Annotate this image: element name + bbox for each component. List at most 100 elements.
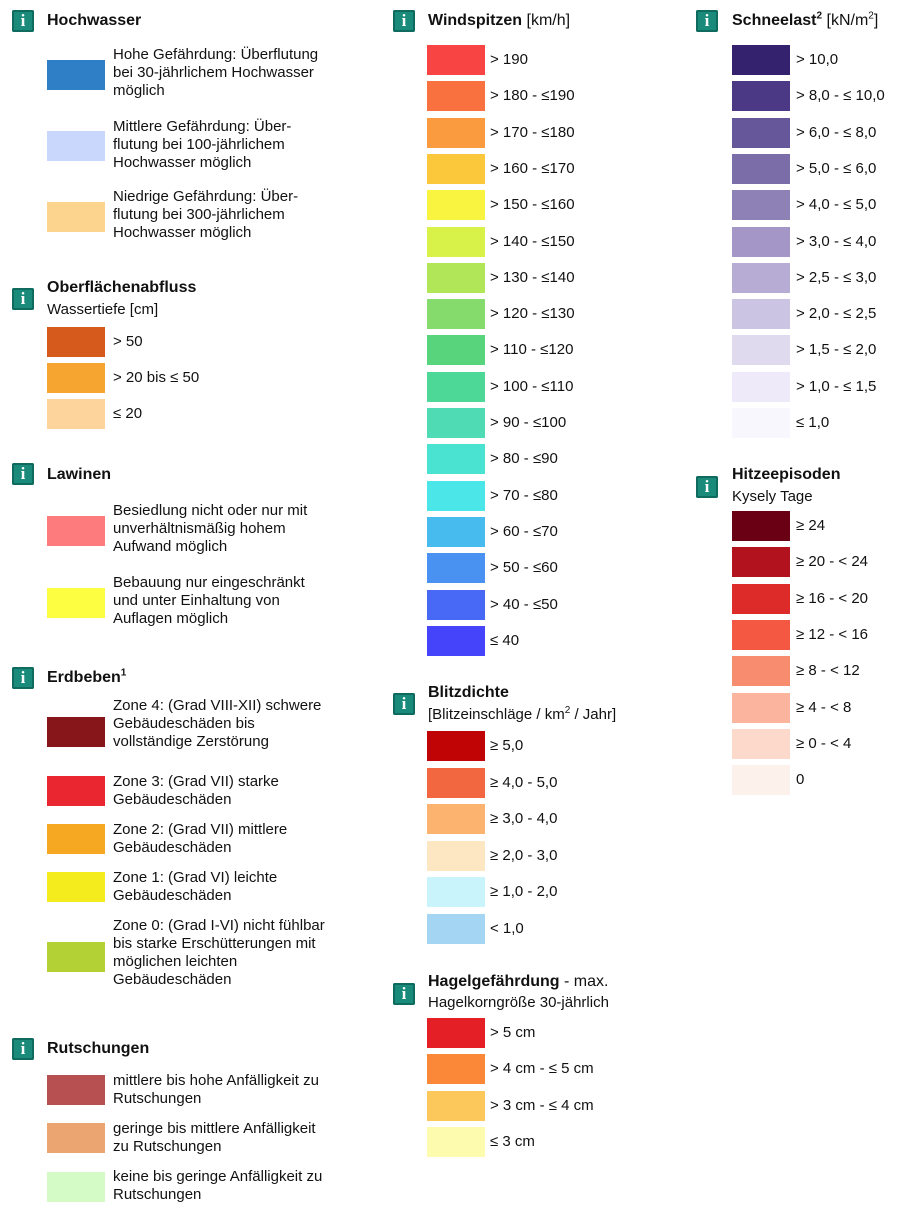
legend-label: Zone 2: (Grad VII) mittlere Gebäudeschäde… <box>113 821 288 856</box>
info-icon[interactable] <box>696 476 718 498</box>
info-icon[interactable] <box>696 10 718 32</box>
legend-label: > 110 - ≤120 <box>490 341 574 359</box>
legend-swatch <box>732 692 790 723</box>
info-icon[interactable] <box>12 667 34 689</box>
info-icon[interactable] <box>12 288 34 310</box>
legend-swatch <box>47 824 105 854</box>
legend-label: 0 <box>796 771 805 789</box>
legend-label: Mittlere Gefährdung: Über-flutung bei 10… <box>113 118 292 171</box>
legend-label: > 3,0 - ≤ 4,0 <box>796 232 877 250</box>
legend-swatch <box>427 804 485 835</box>
legend-label: ≥ 8 - < 12 <box>796 662 860 680</box>
legend-title: Hagelgefährdung - max. <box>428 973 609 990</box>
legend-swatch <box>47 202 105 232</box>
legend-swatch <box>732 226 790 257</box>
legend-label: > 1,5 - ≤ 2,0 <box>796 341 877 359</box>
legend-swatch <box>732 262 790 293</box>
legend-label: mittlere bis hohe Anfälligkeit zu Rutschu… <box>113 1072 319 1107</box>
legend-swatch <box>427 1054 485 1085</box>
legend-label: Bebauung nur eingeschränkt und unter Einh… <box>113 574 305 627</box>
legend-swatch <box>47 776 105 806</box>
legend-swatch <box>47 1172 105 1202</box>
legend-swatch <box>427 914 485 944</box>
legend-label: ≥ 20 - < 24 <box>796 553 869 571</box>
legend-label: > 2,5 - ≤ 3,0 <box>796 268 877 286</box>
legend-swatch <box>427 1126 485 1157</box>
legend-swatch <box>427 731 485 761</box>
legend-swatch <box>427 335 485 366</box>
legend-label: > 5,0 - ≤ 6,0 <box>796 159 877 177</box>
legend-label: ≤ 1,0 <box>796 414 830 431</box>
legend-swatch <box>427 81 485 112</box>
legend-swatch <box>732 299 790 330</box>
info-icon[interactable] <box>12 463 34 485</box>
legend-label: > 50 - ≤60 <box>490 559 558 577</box>
info-icon[interactable] <box>393 983 415 1005</box>
info-icon[interactable] <box>12 10 34 32</box>
legend-label: > 100 - ≤110 <box>490 377 574 395</box>
legend-swatch <box>427 262 485 293</box>
legend-label: ≤ 20 <box>113 405 143 422</box>
legend-swatch <box>47 942 105 972</box>
legend-label: ≥ 16 - < 20 <box>796 589 869 607</box>
legend-swatch <box>732 117 790 148</box>
legend-swatch <box>47 327 105 357</box>
legend-label: > 5 cm <box>490 1024 536 1041</box>
legend-swatch <box>732 547 790 578</box>
legend-swatch <box>732 728 790 759</box>
legend-swatch <box>427 516 485 547</box>
legend-swatch <box>427 371 485 402</box>
legend-label: ≥ 24 <box>796 517 826 534</box>
legend-label: > 150 - ≤160 <box>490 196 575 214</box>
legend-swatch <box>47 60 105 90</box>
legend-swatch <box>732 765 790 796</box>
legend-label: > 4 cm - ≤ 5 cm <box>490 1060 594 1078</box>
legend-label: Niedrige Gefährdung: Über-flutung bei 30… <box>113 188 299 241</box>
info-icon[interactable] <box>393 693 415 715</box>
legend-swatch <box>427 153 485 184</box>
legend-label: ≥ 4,0 - 5,0 <box>490 773 558 791</box>
legend-swatch <box>427 190 485 221</box>
legend-label: keine bis geringe Anfälligkeit zu Rutschu… <box>113 1168 323 1203</box>
legend-swatch <box>427 840 485 871</box>
legend-label: Zone 1: (Grad VI) leichte Gebäudeschäden <box>113 869 278 904</box>
legend-label: > 8,0 - ≤ 10,0 <box>796 87 885 105</box>
legend-swatch <box>427 480 485 511</box>
legend-swatch <box>732 511 790 541</box>
legend-swatch <box>47 131 105 161</box>
legend-label: > 70 - ≤80 <box>490 486 558 504</box>
legend-swatch <box>427 408 485 438</box>
legend-label: ≤ 40 <box>490 631 520 649</box>
info-icon[interactable] <box>393 10 415 32</box>
legend-label: > 140 - ≤150 <box>490 232 575 250</box>
legend-swatch <box>732 153 790 184</box>
legend-swatch <box>427 444 485 475</box>
legend-label: > 40 - ≤50 <box>490 595 558 613</box>
legend-label: ≥ 3,0 - 4,0 <box>490 810 558 828</box>
legend-swatch <box>427 877 485 908</box>
legend-label: > 120 - ≤130 <box>490 305 575 323</box>
legend-label: Besiedlung nicht oder nur mit unverhältni… <box>113 502 308 555</box>
legend-title: Oberflächenabfluss <box>47 279 197 296</box>
legend-swatch <box>47 872 105 902</box>
legend-label: > 2,0 - ≤ 2,5 <box>796 305 877 323</box>
legend-title: Blitzdichte <box>428 684 509 701</box>
legend-subtitle: Wassertiefe [cm] <box>47 301 159 318</box>
legend-label: ≥ 0 - < 4 <box>796 734 852 752</box>
legend-swatch <box>732 81 790 112</box>
legend-label: > 170 - ≤180 <box>490 123 575 141</box>
legend-swatch <box>732 371 790 402</box>
legend-label: > 80 - ≤90 <box>490 450 558 468</box>
legend-subtitle: [Blitzeinschläge / km2 / Jahr] <box>428 705 617 724</box>
legend-swatch <box>732 408 790 438</box>
legend-label: ≥ 12 - < 16 <box>796 625 869 643</box>
info-icon[interactable] <box>12 1038 34 1060</box>
legend-label: > 190 <box>490 51 528 68</box>
legend-label: ≥ 2,0 - 3,0 <box>490 846 558 864</box>
legend-label: > 50 <box>113 333 143 350</box>
legend-swatch <box>47 588 105 618</box>
legend-swatch <box>427 553 485 584</box>
legend-label: > 4,0 - ≤ 5,0 <box>796 196 877 214</box>
legend-label: > 180 - ≤190 <box>490 87 575 105</box>
legend-swatch <box>427 767 485 798</box>
